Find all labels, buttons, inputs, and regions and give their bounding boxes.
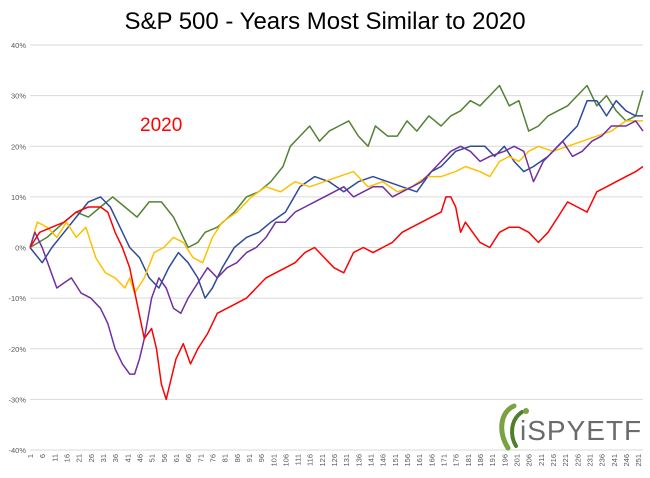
x-tick-label: 166 [427,454,436,467]
x-tick-label: 206 [525,454,534,467]
x-tick-label: 6 [38,454,47,458]
x-tick-label: 21 [75,454,84,462]
grid-layer [30,44,643,451]
x-tick-label: 126 [330,454,339,467]
x-tick-label: 51 [148,454,157,462]
series-line-3 [29,120,643,294]
x-tick-label: 121 [318,454,327,467]
x-tick-label: 11 [50,454,59,462]
y-tick-label: 10% [11,193,26,202]
x-tick-label: 246 [622,454,631,467]
series-line-4 [29,120,644,375]
x-tick-label: 101 [269,454,278,467]
x-tick-label: 31 [99,454,108,462]
logo-wordmark: iSPYETF [520,415,642,447]
x-tick-label: 46 [135,454,144,462]
x-tick-label: 216 [549,454,558,467]
logo-text-spy: SPY [527,415,587,446]
x-tick-label: 251 [634,454,643,467]
x-tick-label: 226 [573,454,582,467]
y-tick-label: 30% [11,92,26,101]
y-tick-label: 40% [11,41,26,50]
series-line-5 [29,165,644,401]
logo-swirl-icon [499,403,529,451]
x-tick-label: 231 [585,454,594,467]
x-tick-label: 56 [160,454,169,462]
logo-text-i: i [520,415,528,446]
x-tick-label: 236 [598,454,607,467]
y-tick-label: -40% [8,446,26,455]
x-tick-label: 36 [111,454,120,462]
ispyetf-logo: iSPYETF [492,402,648,464]
x-tick-label: 181 [464,454,473,467]
x-tick-label: 151 [391,454,400,467]
y-tick-label: 20% [11,142,26,151]
x-tick-label: 201 [513,454,522,467]
x-tick-label: 146 [379,454,388,467]
x-tick-label: 26 [87,454,96,462]
x-tick-label: 161 [415,454,424,467]
x-tick-label: 221 [561,454,570,467]
x-tick-label: 86 [233,454,242,462]
y-tick-label: -20% [8,345,26,354]
x-tick-label: 66 [184,454,193,462]
x-tick-label: 16 [62,454,71,462]
x-tick-label: 71 [196,454,205,462]
series-layer [29,84,644,401]
y-tick-label: -30% [8,395,26,404]
x-tick-label: 241 [610,454,619,467]
x-tick-label: 41 [123,454,132,462]
x-tick-label: 136 [354,454,363,467]
logo-text-etf: ETF [586,415,643,446]
x-tick-label: 61 [172,454,181,462]
x-tick-label: 131 [342,454,351,467]
x-tick-label: 96 [257,454,266,462]
x-tick-label: 141 [367,454,376,467]
x-tick-label: 111 [294,454,303,465]
x-tick-label: 176 [452,454,461,467]
x-tick-label: 116 [306,454,315,466]
y-tick-label: 0% [15,244,26,253]
chart-title: S&P 500 - Years Most Similar to 2020 [124,8,526,35]
y-tick-label: -10% [8,294,26,303]
axis-layer: -40%-30%-20%-10%0%10%20%30%40%1 6 11 16 21 26… [8,41,643,467]
x-tick-label: 186 [476,454,485,467]
x-tick-label: 91 [245,454,254,462]
x-tick-label: 191 [488,454,497,467]
x-tick-label: 171 [440,454,449,467]
series-annotation-2020: 2020 [140,115,183,136]
x-tick-label: 196 [500,454,509,467]
series-line-1 [29,84,644,249]
x-tick-label: 211 [537,454,546,466]
x-tick-label: 1 [26,454,35,458]
x-tick-label: 106 [281,454,290,467]
x-tick-label: 76 [208,454,217,462]
x-tick-label: 81 [221,454,230,462]
x-tick-label: 156 [403,454,412,467]
